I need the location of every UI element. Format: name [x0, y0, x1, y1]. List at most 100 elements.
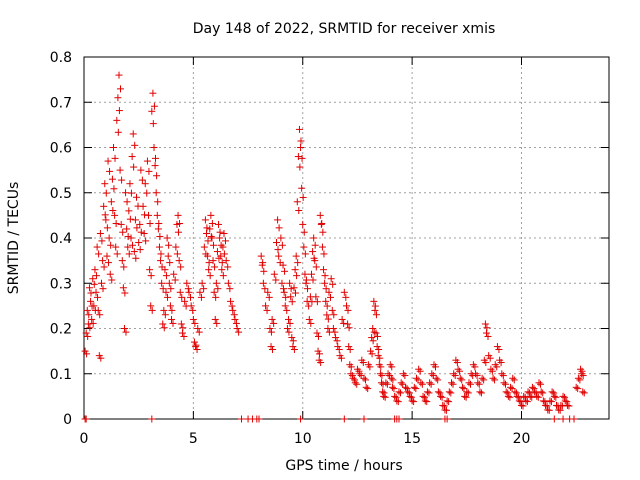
data-point	[176, 288, 184, 296]
data-point	[100, 202, 108, 210]
y-axis-label: SRMTID / TECUs	[6, 182, 22, 295]
data-point	[263, 306, 271, 314]
data-point	[488, 367, 496, 375]
data-point	[558, 402, 566, 410]
y-tick-label: 0.8	[50, 50, 72, 66]
data-point	[206, 225, 214, 233]
data-point	[342, 293, 350, 301]
data-point	[229, 306, 237, 314]
data-point	[376, 354, 384, 362]
data-point	[273, 239, 280, 247]
x-axis-label: GPS time / hours	[285, 458, 402, 474]
data-point	[227, 297, 235, 305]
data-point	[338, 315, 346, 323]
data-point	[207, 233, 215, 241]
data-point	[97, 354, 105, 362]
data-point	[473, 372, 481, 380]
data-point	[522, 397, 530, 405]
data-point	[115, 107, 123, 115]
data-point	[135, 239, 143, 247]
data-point	[393, 397, 401, 405]
data-point	[531, 388, 539, 396]
data-point	[370, 328, 378, 336]
data-point	[160, 306, 168, 314]
data-point	[161, 311, 169, 319]
data-point	[509, 374, 517, 382]
data-point	[493, 363, 501, 371]
data-point	[561, 397, 569, 405]
data-point	[175, 257, 183, 265]
data-point	[467, 380, 474, 388]
data-point	[528, 393, 536, 401]
data-point	[82, 415, 90, 423]
data-point	[218, 259, 226, 267]
data-point	[539, 397, 547, 405]
data-point	[541, 398, 549, 406]
data-point	[325, 288, 333, 296]
data-point	[152, 154, 159, 162]
data-point	[209, 257, 217, 265]
data-point	[297, 137, 305, 145]
data-point	[392, 393, 400, 401]
data-point	[92, 272, 100, 280]
data-point	[118, 176, 126, 184]
data-point	[443, 397, 451, 405]
data-point	[489, 374, 497, 382]
data-point	[407, 393, 415, 401]
data-point	[298, 184, 306, 192]
data-point	[187, 293, 194, 301]
data-point	[381, 393, 389, 401]
data-point	[532, 389, 540, 397]
data-point	[261, 285, 269, 293]
data-point	[498, 370, 506, 378]
data-point	[281, 302, 289, 310]
data-point	[95, 250, 103, 258]
data-point	[85, 311, 93, 319]
data-point	[178, 329, 186, 337]
data-point	[580, 389, 588, 397]
data-point	[204, 252, 212, 260]
data-point	[291, 266, 299, 274]
data-point	[550, 389, 558, 397]
data-point	[323, 302, 331, 310]
data-point	[119, 284, 127, 292]
data-point	[231, 315, 239, 323]
data-point	[185, 288, 193, 296]
data-point	[475, 380, 483, 388]
data-point	[89, 275, 97, 283]
data-point	[410, 398, 418, 406]
data-point	[408, 397, 416, 405]
data-point	[270, 270, 278, 278]
data-point	[299, 220, 307, 228]
data-point	[281, 267, 289, 275]
data-point	[399, 380, 407, 388]
data-point	[304, 285, 312, 293]
data-point	[294, 259, 302, 267]
data-point	[330, 311, 338, 319]
data-point	[220, 229, 228, 237]
data-point	[570, 415, 578, 423]
data-point	[128, 153, 136, 161]
data-point	[267, 328, 275, 336]
data-point	[102, 189, 110, 197]
data-point	[212, 293, 220, 301]
data-point	[437, 392, 445, 400]
x-axis: 0 5 10 15 20	[80, 57, 530, 447]
data-point	[99, 285, 107, 293]
data-point	[309, 276, 317, 284]
data-point	[397, 379, 405, 387]
data-point	[576, 376, 584, 384]
data-point	[333, 337, 341, 345]
data-point	[102, 216, 110, 224]
data-point	[120, 325, 128, 332]
data-point	[193, 345, 201, 353]
data-point	[495, 345, 503, 353]
data-point	[172, 243, 180, 251]
data-point	[310, 234, 318, 242]
data-point	[283, 306, 291, 314]
data-point	[302, 279, 310, 287]
data-point	[92, 288, 100, 296]
data-point	[477, 389, 485, 397]
data-point	[546, 397, 554, 405]
data-point	[384, 370, 392, 378]
